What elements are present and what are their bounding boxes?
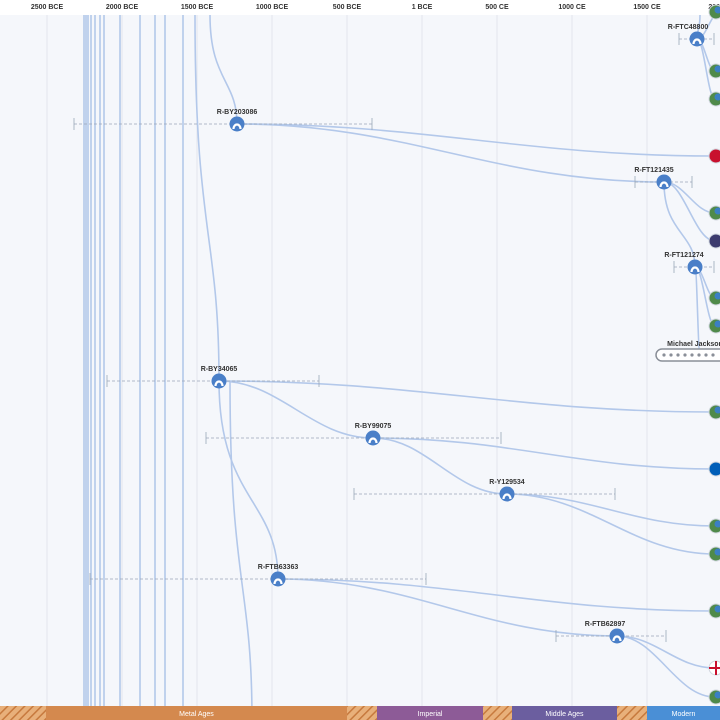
time-tick-label: 2500 BCE bbox=[31, 4, 64, 11]
profile-dot bbox=[690, 353, 694, 357]
time-tick-label: 500 CE bbox=[485, 4, 509, 11]
country-flag[interactable] bbox=[708, 148, 720, 164]
branch bbox=[194, 14, 220, 382]
haplogroup-node[interactable] bbox=[365, 430, 381, 446]
country-flag-sea bbox=[714, 320, 720, 328]
node-icon bbox=[612, 635, 622, 642]
era-label: Modern bbox=[672, 711, 696, 718]
time-tick-label: 2000 BCE bbox=[106, 4, 139, 11]
branch bbox=[218, 380, 374, 439]
node-label: R-BY99075 bbox=[355, 423, 392, 430]
node-icon bbox=[692, 38, 702, 45]
haplogroup-node[interactable] bbox=[689, 31, 705, 47]
branch bbox=[218, 380, 279, 580]
node-icon bbox=[368, 437, 378, 444]
profile-dot bbox=[676, 353, 680, 357]
node-icon bbox=[273, 578, 283, 585]
profile-dot bbox=[711, 353, 715, 357]
haplogroup-node[interactable] bbox=[270, 571, 286, 587]
node-label: R-BY203086 bbox=[217, 109, 258, 116]
profile-dot bbox=[683, 353, 687, 357]
haplogroup-node[interactable] bbox=[211, 373, 227, 389]
branch bbox=[236, 123, 665, 183]
node-icon bbox=[502, 493, 512, 500]
flag-cross bbox=[709, 661, 720, 675]
country-flag-sea bbox=[714, 406, 720, 414]
era-band bbox=[46, 706, 347, 720]
era-label: Imperial bbox=[418, 711, 443, 718]
country-flag-sea bbox=[714, 207, 720, 215]
country-flag-sea bbox=[714, 65, 720, 73]
country-flag-sea bbox=[714, 93, 720, 101]
time-tick-label: 1 BCE bbox=[412, 4, 433, 11]
time-tick-label: 500 BCE bbox=[333, 4, 362, 11]
era-band bbox=[377, 706, 483, 720]
branch bbox=[372, 437, 508, 495]
profile-dot bbox=[704, 353, 708, 357]
node-icon bbox=[659, 181, 669, 188]
country-flag-sea bbox=[714, 520, 720, 528]
branch bbox=[663, 181, 696, 268]
branch bbox=[209, 14, 238, 125]
node-label: R-FT121274 bbox=[664, 252, 703, 259]
country-flag-sea bbox=[714, 6, 720, 14]
branch bbox=[229, 380, 253, 720]
haplogroup-node[interactable] bbox=[656, 174, 672, 190]
time-tick-label: 1500 BCE bbox=[181, 4, 214, 11]
node-icon bbox=[690, 266, 700, 273]
time-tick-label: 1000 CE bbox=[558, 4, 586, 11]
country-flag-sea bbox=[714, 548, 720, 556]
profile-dot bbox=[662, 353, 666, 357]
branch bbox=[372, 437, 716, 470]
branch bbox=[506, 493, 716, 527]
country-flag[interactable] bbox=[708, 233, 720, 249]
branch bbox=[236, 123, 716, 157]
haplogroup-node[interactable] bbox=[499, 486, 515, 502]
node-label: R-BY34065 bbox=[201, 366, 238, 373]
branch bbox=[506, 493, 716, 555]
node-icon bbox=[214, 380, 224, 387]
node-label: R-FTC48800 bbox=[668, 24, 709, 31]
country-flag[interactable] bbox=[708, 461, 720, 477]
era-band bbox=[647, 706, 720, 720]
profile-dot bbox=[697, 353, 701, 357]
time-axis bbox=[0, 0, 720, 15]
time-tick-label: 1000 BCE bbox=[256, 4, 289, 11]
node-label: R-FT121435 bbox=[634, 167, 673, 174]
haplogroup-node[interactable] bbox=[687, 259, 703, 275]
profile-name: Michael Jackson bbox=[667, 341, 720, 348]
country-flag-sea bbox=[714, 292, 720, 300]
profile-dot bbox=[669, 353, 673, 357]
haplogroup-node[interactable] bbox=[229, 116, 245, 132]
branch bbox=[277, 578, 716, 612]
branch bbox=[616, 635, 716, 698]
country-flag-sea bbox=[714, 605, 720, 613]
branch bbox=[277, 578, 618, 637]
node-label: R-FTB62897 bbox=[585, 621, 626, 628]
branches bbox=[46, 11, 720, 720]
haplogroup-node[interactable] bbox=[609, 628, 625, 644]
era-label: Middle Ages bbox=[545, 711, 584, 718]
node-icon bbox=[232, 123, 242, 130]
country-flag-sea bbox=[714, 691, 720, 699]
era-label: Metal Ages bbox=[179, 711, 214, 718]
node-label: R-FTB63363 bbox=[258, 564, 299, 571]
profile-pill[interactable] bbox=[655, 348, 720, 362]
time-tick-label: 1500 CE bbox=[633, 4, 661, 11]
node-label: R-Y129534 bbox=[489, 479, 525, 486]
era-band bbox=[512, 706, 617, 720]
branch bbox=[218, 380, 716, 413]
branch bbox=[616, 635, 716, 669]
